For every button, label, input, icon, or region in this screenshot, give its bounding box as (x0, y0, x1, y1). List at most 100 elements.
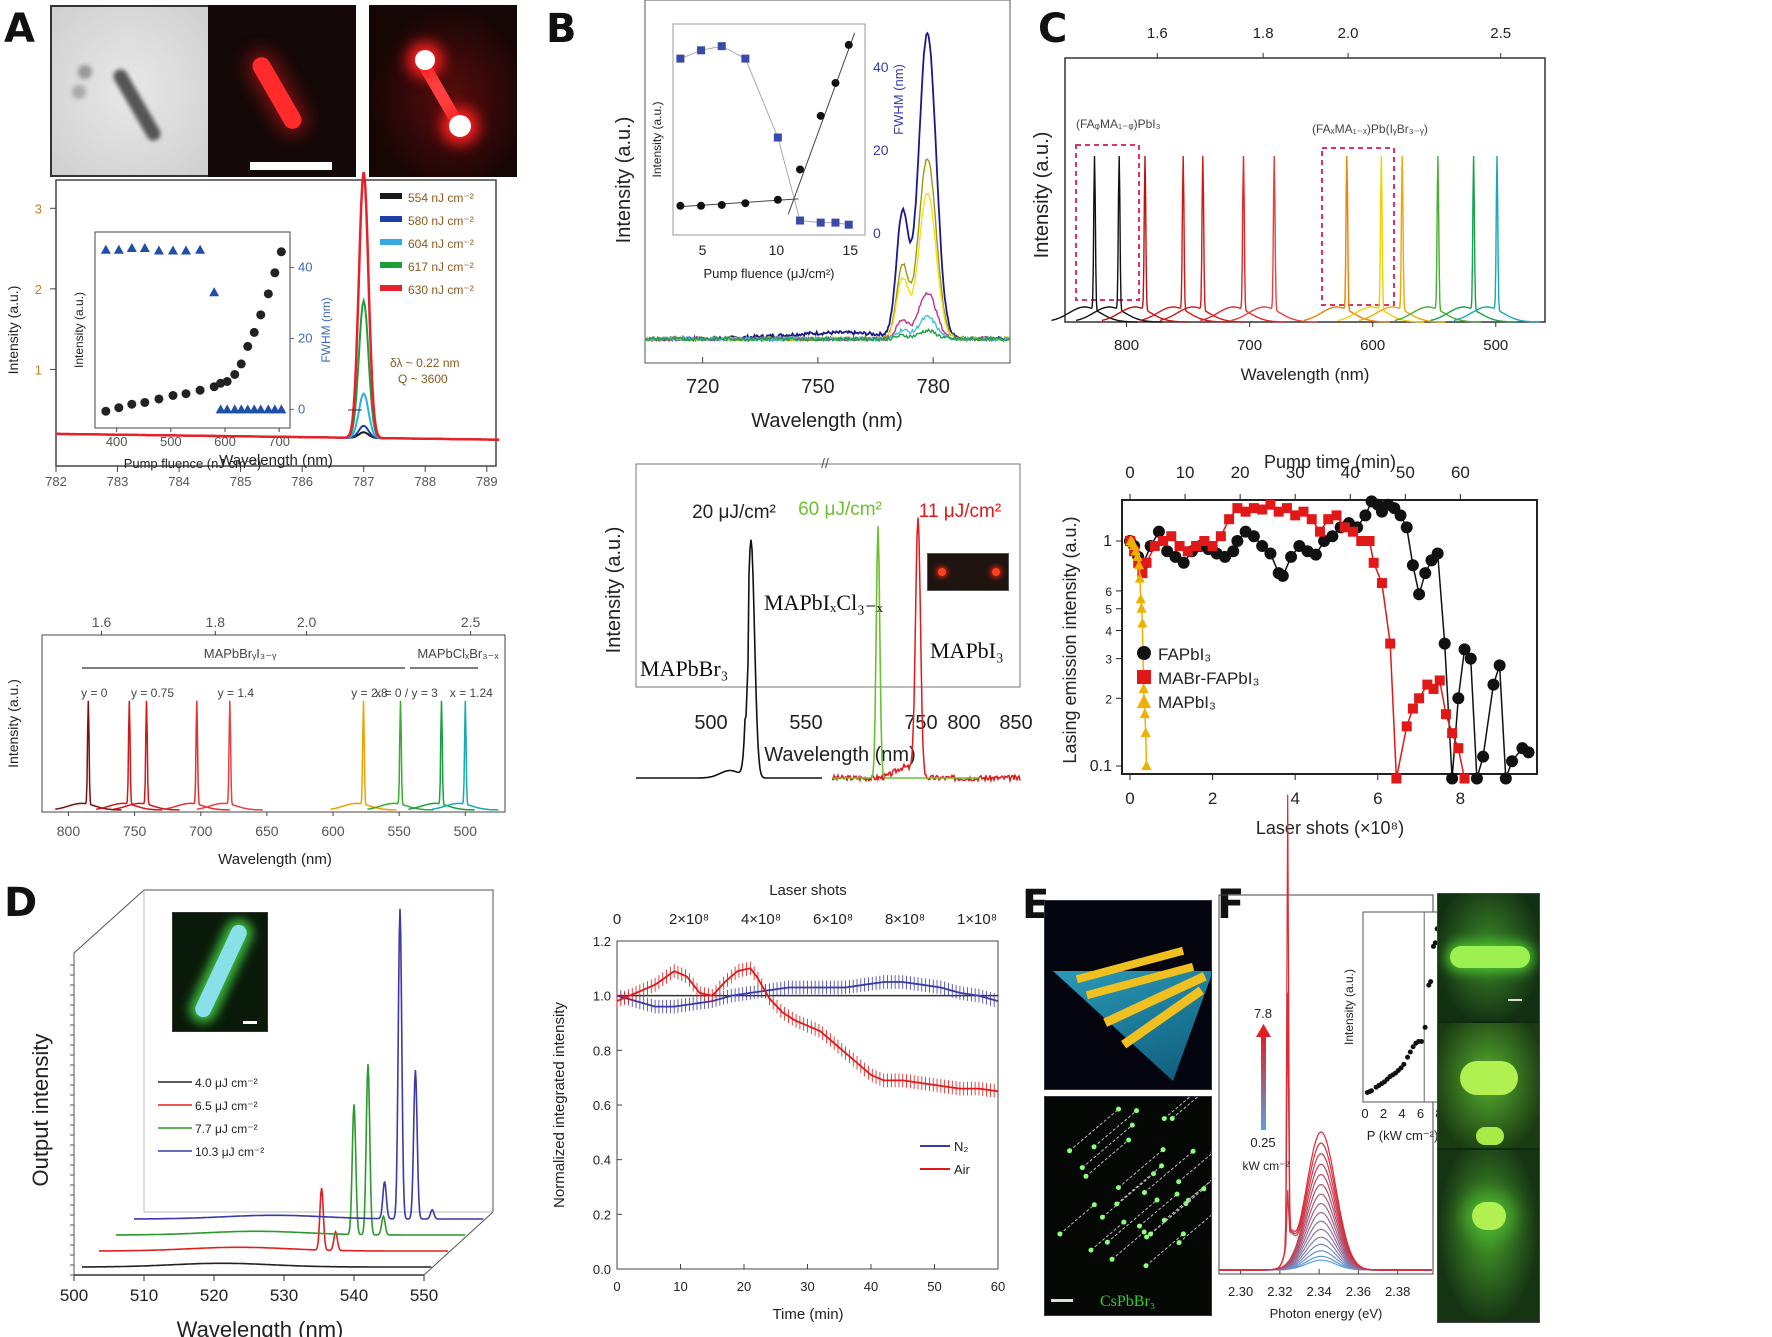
fwhm-marker (796, 216, 805, 225)
legend-label: MAPbI₃ (1158, 693, 1216, 712)
data-point (1418, 1038, 1424, 1044)
data-point (1191, 541, 1202, 552)
x-tick-label: 850 (999, 712, 1032, 734)
intensity-marker (717, 200, 726, 209)
nanowire-end (1159, 1163, 1165, 1169)
lasing-peak (1359, 155, 1446, 323)
y-tick-label: 0.2 (593, 1207, 611, 1222)
nanowire-end (1176, 1240, 1182, 1246)
lasing-peak (1430, 155, 1517, 323)
intensity-marker (844, 40, 853, 49)
spectrum-line (99, 1187, 449, 1252)
top-tick-label: 2.0 (1338, 25, 1359, 42)
legend-label: 617 nJ cm⁻² (408, 260, 474, 274)
chart-b-spectra: 720 750 780 Wavelength (nm) Intensity (a.u.)… (613, 0, 1011, 432)
intensity-marker (101, 406, 111, 416)
x-tick-label: 520 (200, 1286, 228, 1305)
x2-tick-label: 10 (1176, 463, 1195, 482)
data-point (1137, 568, 1148, 579)
particle (72, 85, 86, 99)
fluence-label-1: 20 μJ/cm² (692, 502, 776, 523)
x-tick-label: 0 (1125, 789, 1134, 808)
x-tick-label: 4 (1290, 789, 1299, 808)
nanowire-trace (1085, 1139, 1129, 1177)
x-axis-label: Time (min) (772, 1306, 843, 1323)
x-tick-label: 400 (106, 434, 128, 449)
spectrum-line (1219, 1259, 1432, 1271)
inset-y2-label: FWHM (nm) (319, 297, 333, 362)
y-tick-label: 2 (35, 282, 42, 297)
fwhm-marker (773, 133, 782, 142)
data-point (1152, 525, 1165, 538)
fluence-label-2: 60 μJ/cm² (798, 499, 882, 520)
legend-swatch (380, 262, 402, 268)
data-point (1140, 727, 1151, 738)
series-label-2: MAPbIₓCl₃₋ₓ (764, 590, 883, 615)
data-point (1407, 1049, 1413, 1055)
data-point (1368, 557, 1379, 568)
fwhm-marker (236, 404, 247, 414)
x-tick-label: 10 (769, 242, 785, 258)
intensity-marker (154, 394, 164, 404)
nanowire-glow (249, 53, 305, 133)
nanowire-end (1136, 1223, 1142, 1229)
inset-x-tick-label: 6 (1417, 1106, 1424, 1121)
lasing-peak (330, 700, 397, 811)
intensity-marker (773, 195, 782, 204)
fwhm-marker (741, 54, 750, 63)
top-tick-label: 1.6 (92, 614, 112, 630)
x-tick-label: 40 (864, 1279, 878, 1294)
lasing-peak (55, 700, 122, 811)
intensity-marker (195, 385, 205, 395)
intensity-marker (243, 341, 253, 351)
data-point (1368, 1088, 1374, 1094)
nanowire-end (1091, 1202, 1097, 1208)
intensity-marker (831, 78, 840, 87)
fwhm-marker (242, 404, 253, 414)
nanowire-trace (1111, 1231, 1145, 1260)
data-point (1326, 530, 1339, 543)
lasing-spot (992, 568, 1000, 576)
data-point (1385, 638, 1396, 649)
peak-label: y = 1.4 (218, 686, 255, 700)
data-point (1499, 772, 1512, 785)
particle (78, 65, 92, 79)
x-tick-label: 30 (800, 1279, 814, 1294)
x-tick-label: 0 (613, 1279, 620, 1294)
data-point (1309, 548, 1322, 561)
fwhm-marker (276, 404, 287, 414)
y-tick-label: 1 (1103, 533, 1112, 550)
nanowire-end (1079, 1165, 1085, 1171)
nanowire-end (1141, 1190, 1147, 1196)
data-point (1356, 536, 1367, 546)
nanowire-end (1201, 1186, 1207, 1192)
axes-box (73, 889, 494, 1276)
y2-tick-label: 40 (873, 59, 889, 75)
nanowire-end (1141, 1229, 1147, 1235)
nanowire-trace (1090, 1221, 1125, 1251)
fwhm-marker (269, 404, 280, 414)
a-brightfield-image (50, 5, 210, 177)
nanowire-trace (1106, 1199, 1158, 1243)
fwhm-marker (816, 218, 825, 227)
nanowire-end (1148, 1231, 1154, 1237)
panel-label-d: D (4, 880, 38, 926)
x-tick-label: 60 (991, 1279, 1005, 1294)
lasing-peak (367, 700, 434, 811)
fwhm-marker (831, 218, 840, 227)
inset-x-label: Pump fluence (nJ cm⁻²) (124, 456, 262, 471)
annotation-q-factor: Q ~ 3600 (398, 372, 448, 386)
data-point (1428, 979, 1434, 985)
y-tick-label: 1 (35, 362, 42, 377)
data-point (1166, 531, 1177, 542)
x-tick-label: 550 (789, 712, 822, 734)
x-tick-label: 750 (123, 823, 147, 839)
nanowire-end (1144, 1234, 1150, 1240)
data-point (1410, 1044, 1416, 1050)
nanowire-trace (1144, 1150, 1194, 1193)
data-point (1348, 526, 1359, 537)
x-tick-label: 550 (387, 823, 411, 839)
e-micrograph-image: CsPbBr₃ (1044, 1096, 1212, 1316)
data-point (1248, 503, 1259, 514)
